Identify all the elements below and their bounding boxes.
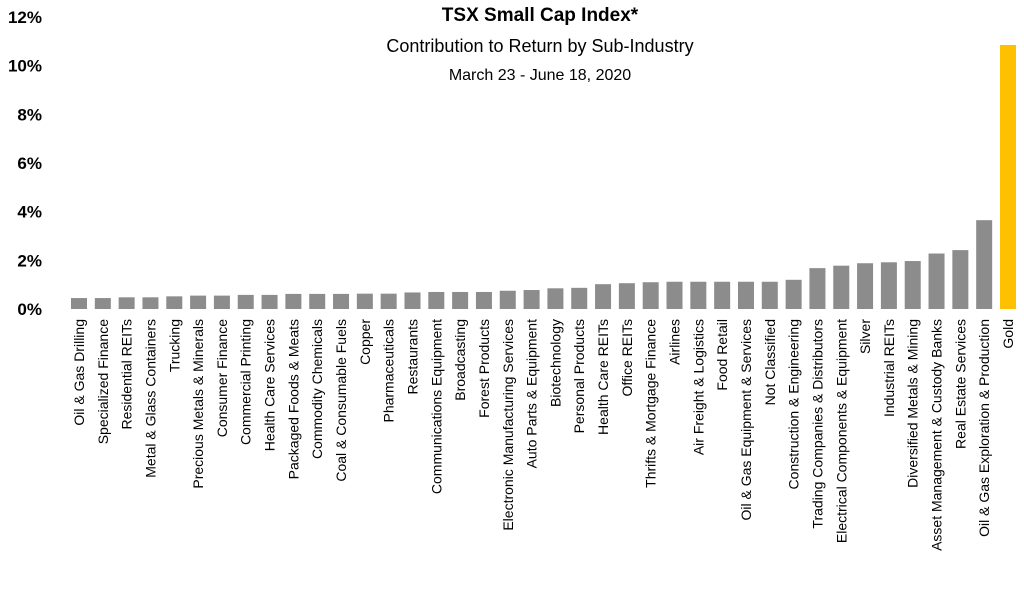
x-tick-label: Copper <box>357 319 373 365</box>
bar <box>928 253 945 309</box>
y-axis: 0% 2% 4% 6% 8% 10% 12% <box>8 8 42 319</box>
bar <box>475 291 492 309</box>
x-tick-label: Oil & Gas Exploration & Production <box>976 319 992 537</box>
bar <box>547 288 564 309</box>
bar <box>356 293 373 309</box>
bar <box>523 290 540 309</box>
x-tick-label: Construction & Engineering <box>786 319 802 489</box>
x-tick-label: Residential REITs <box>119 319 135 430</box>
y-tick-label: 12% <box>8 8 42 27</box>
bar <box>166 296 183 309</box>
y-tick-label: 0% <box>17 300 42 319</box>
bars-group <box>71 44 1016 309</box>
x-tick-label: Pharmaceuticals <box>381 319 397 423</box>
y-tick-label: 4% <box>17 203 42 222</box>
x-tick-label: Airlines <box>667 319 683 365</box>
x-tick-label: Communications Equipment <box>428 319 444 494</box>
x-tick-label: Gold <box>1000 319 1016 349</box>
x-tick-label: Biotechnology <box>547 319 563 407</box>
chart-title: TSX Small Cap Index* <box>442 5 639 26</box>
bar <box>595 284 612 309</box>
bar <box>333 293 350 309</box>
x-tick-label: Specialized Finance <box>95 319 111 445</box>
x-tick-label: Forest Products <box>476 319 492 418</box>
y-tick-label: 6% <box>17 154 42 173</box>
bar <box>690 281 707 309</box>
x-tick-label: Consumer Finance <box>214 319 230 437</box>
bar <box>261 294 278 309</box>
bar <box>976 220 993 309</box>
chart-subtitle: Contribution to Return by Sub-Industry <box>386 36 693 56</box>
bar <box>285 293 302 309</box>
x-tick-label: Real Estate Services <box>952 319 968 449</box>
bar <box>761 281 778 309</box>
x-tick-label: Commodity Chemicals <box>309 319 325 459</box>
x-tick-label: Personal Products <box>571 319 587 433</box>
x-tick-label: Electronic Manufacturing Services <box>500 319 516 531</box>
x-tick-label: Thrifts & Mortgage Finance <box>643 319 659 488</box>
x-axis-labels: Oil & Gas Drilling Specialized Finance Res… <box>71 319 1016 551</box>
x-tick-label: Office REITs <box>619 319 635 397</box>
bar <box>1000 44 1016 309</box>
bar <box>857 263 874 309</box>
y-tick-label: 8% <box>17 105 42 124</box>
bar <box>618 283 635 309</box>
x-tick-label: Auto Parts & Equipment <box>524 319 540 469</box>
bar <box>499 290 516 309</box>
x-tick-label: Trucking <box>166 319 182 372</box>
x-tick-label: Silver <box>857 319 873 354</box>
x-tick-label: Diversified Metals & Mining <box>905 319 921 488</box>
bar <box>142 297 159 309</box>
bar <box>190 295 207 309</box>
x-tick-label: Health Care Services <box>262 319 278 451</box>
bar <box>785 279 802 309</box>
bar <box>380 293 397 309</box>
x-tick-label: Health Care REITs <box>595 319 611 435</box>
x-tick-label: Metal & Glass Containers <box>142 319 158 478</box>
bar <box>118 297 135 309</box>
x-tick-label: Air Freight & Logistics <box>690 319 706 455</box>
x-tick-label: Not Classified <box>762 319 778 405</box>
x-tick-label: Oil & Gas Drilling <box>71 319 87 426</box>
bar <box>237 294 254 309</box>
x-tick-label: Food Retail <box>714 319 730 391</box>
bar <box>452 291 469 309</box>
x-tick-label: Asset Management & Custody Banks <box>929 319 945 551</box>
bar <box>952 250 969 309</box>
x-tick-label: Broadcasting <box>452 319 468 401</box>
bar <box>833 265 850 309</box>
bar <box>809 268 826 309</box>
bar <box>880 262 897 309</box>
bar <box>904 261 921 309</box>
x-tick-label: Industrial REITs <box>881 319 897 417</box>
x-tick-label: Electrical Components & Equipment <box>833 319 849 543</box>
x-tick-label: Restaurants <box>404 319 420 394</box>
x-tick-label: Oil & Gas Equipment & Services <box>738 319 754 521</box>
x-tick-label: Trading Companies & Distributors <box>809 319 825 529</box>
bar <box>428 291 445 309</box>
x-tick-label: Commercial Printing <box>238 319 254 445</box>
x-tick-label: Coal & Consumable Fuels <box>333 319 349 482</box>
bar <box>309 293 326 309</box>
y-tick-label: 2% <box>17 251 42 270</box>
bar <box>642 282 659 309</box>
x-tick-label: Precious Metals & Minerals <box>190 319 206 489</box>
bar <box>666 281 683 309</box>
bar <box>404 292 421 309</box>
bar <box>571 287 588 309</box>
x-tick-label: Packaged Foods & Meats <box>285 319 301 479</box>
bar <box>94 298 111 309</box>
bar <box>737 281 754 309</box>
bar <box>213 295 230 309</box>
y-tick-label: 10% <box>8 57 42 76</box>
chart-date-range: March 23 - June 18, 2020 <box>449 67 631 84</box>
bar <box>71 298 87 309</box>
bar <box>714 281 731 309</box>
